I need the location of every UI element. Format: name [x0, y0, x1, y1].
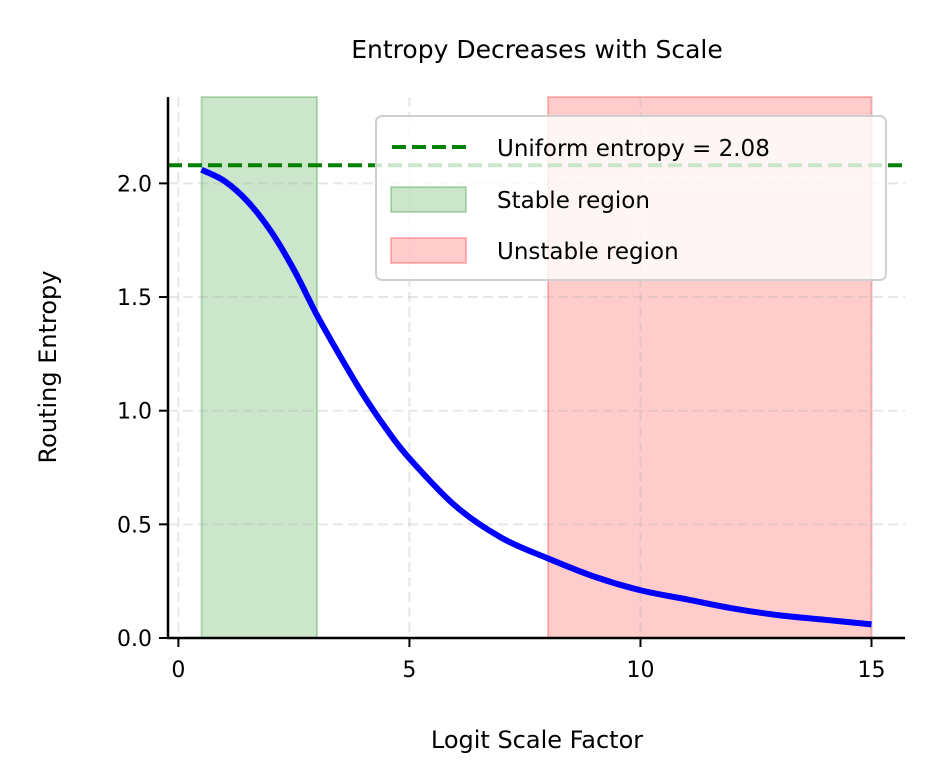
x-tick-label: 5 — [402, 658, 416, 683]
x-axis-label: Logit Scale Factor — [431, 726, 643, 754]
x-tick-label: 15 — [858, 658, 886, 683]
span-0 — [200, 96, 319, 639]
legend-swatch-unstable — [390, 237, 467, 264]
y-tick-label: 0.5 — [117, 513, 152, 538]
y-tick-label: 0.0 — [117, 627, 152, 652]
legend-label-unstable: Unstable region — [497, 239, 679, 265]
x-tick-label: 10 — [626, 658, 654, 683]
series-line-0 — [200, 167, 872, 628]
y-tick-label: 2.0 — [117, 172, 152, 197]
chart-title: Entropy Decreases with Scale — [351, 35, 723, 64]
legend-frame — [375, 115, 887, 281]
legend-label-stable: Stable region — [497, 188, 650, 214]
legend-swatch-stable — [390, 186, 467, 213]
legend-label-uniform: Uniform entropy = 2.08 — [497, 136, 770, 162]
y-tick-label: 1.0 — [117, 400, 152, 425]
legend: Uniform entropy = 2.08 Stable region Uns… — [375, 115, 887, 281]
x-tick-label: 0 — [171, 658, 185, 683]
y-tick-label: 1.5 — [117, 286, 152, 311]
y-axis-label: Routing Entropy — [34, 271, 62, 464]
